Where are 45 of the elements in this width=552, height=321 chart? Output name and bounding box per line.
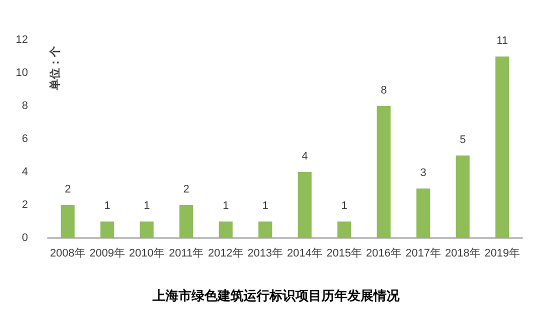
data-label: 1 [341, 200, 348, 212]
x-tick-label: 2017年 [406, 248, 441, 260]
bar [258, 222, 272, 238]
bar [337, 222, 352, 238]
bar [298, 172, 312, 238]
y-tick-label: 0 [22, 232, 28, 244]
bar [495, 56, 510, 238]
y-tick-label: 4 [22, 166, 28, 178]
bar [60, 205, 75, 238]
data-label: 2 [183, 184, 190, 196]
data-label: 8 [380, 84, 387, 96]
x-tick-label: 2019年 [484, 248, 520, 260]
data-label: 4 [302, 150, 308, 162]
y-tick-label: 6 [22, 133, 28, 145]
data-label: 3 [420, 167, 426, 179]
x-tick-label: 2013年 [248, 248, 283, 260]
data-label: 2 [64, 184, 71, 196]
y-tick-label: 2 [22, 199, 28, 211]
y-axis-title: 单位：个 [48, 45, 62, 91]
data-label: 11 [496, 35, 508, 47]
data-label: 1 [104, 200, 110, 212]
x-tick-label: 2012年 [208, 248, 244, 260]
x-tick-label: 2010年 [129, 248, 164, 260]
bar [100, 222, 114, 238]
x-tick-label: 2016年 [366, 248, 402, 260]
bar [376, 106, 391, 238]
bar [179, 205, 194, 238]
x-tick-label: 2015年 [326, 248, 362, 260]
bar [456, 156, 470, 238]
text: 上海市绿色建筑运行标识项目历年发展情况 [152, 288, 400, 303]
x-tick-label: 2011年 [168, 248, 204, 260]
bar [218, 222, 233, 238]
data-label: 5 [460, 134, 466, 146]
y-tick-label: 12 [16, 34, 28, 46]
data-label: 1 [144, 200, 150, 212]
data-label: 1 [262, 200, 268, 212]
x-tick-label: 2009年 [90, 248, 125, 260]
y-tick-label: 10 [16, 67, 28, 79]
x-tick-label: 2018年 [445, 248, 480, 260]
data-label: 1 [222, 200, 229, 212]
y-tick-label: 8 [22, 100, 28, 112]
bar [140, 222, 154, 238]
bar [416, 188, 430, 238]
x-tick-label: 2014年 [287, 248, 322, 260]
x-tick-label: 2008年 [50, 248, 86, 260]
